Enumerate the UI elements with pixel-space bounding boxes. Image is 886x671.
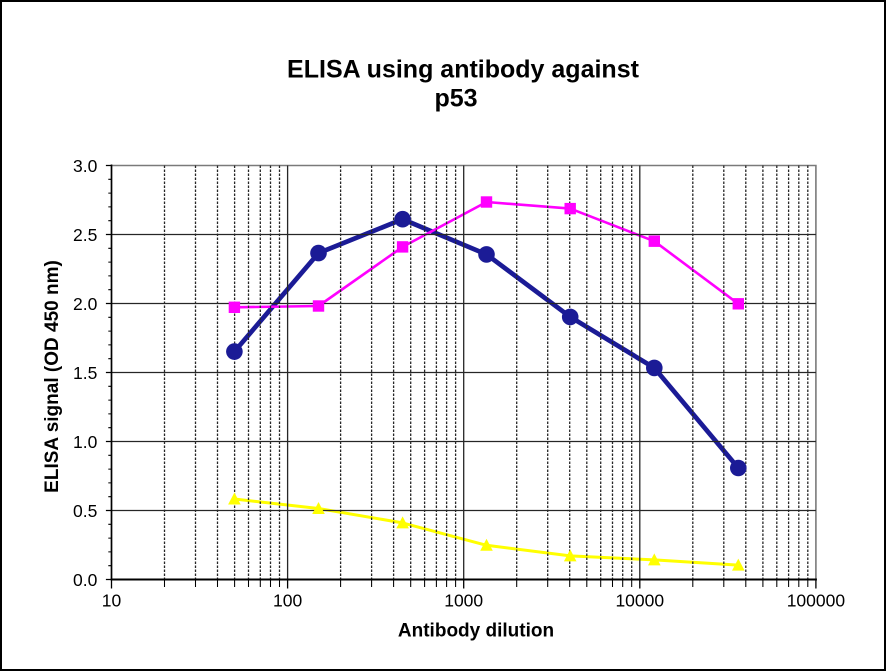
svg-text:ELISA signal (OD 450 nm): ELISA signal (OD 450 nm) [42,260,63,493]
svg-text:2.0: 2.0 [73,294,98,314]
svg-text:Antibody dilution: Antibody dilution [398,620,554,641]
svg-text:1.0: 1.0 [73,432,98,452]
svg-text:p53: p53 [434,84,477,112]
svg-text:100: 100 [273,590,302,610]
svg-text:1000: 1000 [444,590,483,610]
svg-text:0.5: 0.5 [73,501,97,521]
svg-text:10: 10 [102,590,122,610]
svg-text:100000: 100000 [787,590,846,610]
svg-text:10000: 10000 [615,590,664,610]
svg-text:ELISA using antibody against: ELISA using antibody against [287,55,640,83]
svg-text:0.0: 0.0 [73,570,98,590]
svg-text:3.0: 3.0 [73,156,98,176]
svg-text:1.5: 1.5 [73,363,97,383]
svg-text:2.5: 2.5 [73,225,97,245]
